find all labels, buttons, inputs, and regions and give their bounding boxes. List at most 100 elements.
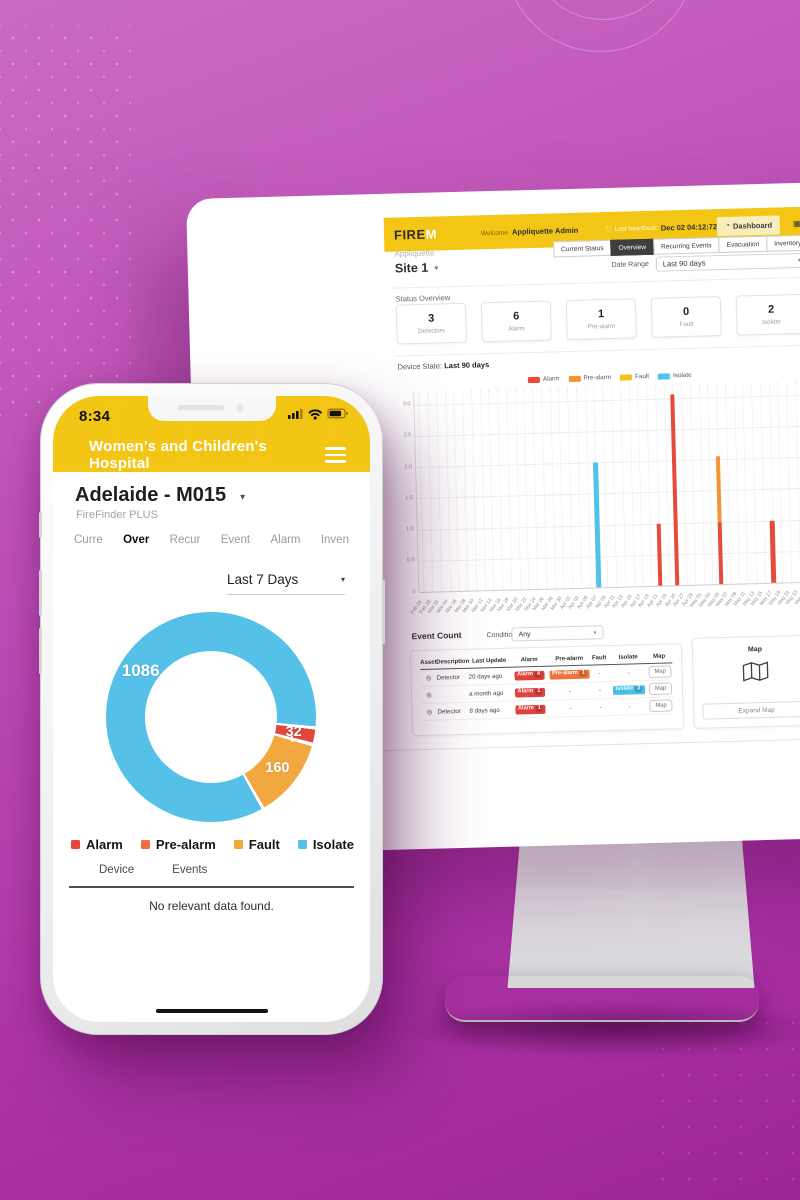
donut-legend: Alarm Pre-alarm Fault Isolate (71, 837, 354, 852)
map-button[interactable]: Map (648, 682, 673, 696)
badge-label: Pre-alarm (552, 670, 578, 678)
tab-over[interactable]: Over (123, 534, 150, 546)
gridline (681, 385, 688, 586)
gridline (541, 388, 548, 589)
date-range-select[interactable]: Last 7 Days ▾ (227, 572, 345, 595)
gridline (453, 391, 460, 591)
device-state-title: Device State: Last 90 days (397, 360, 489, 371)
subtab-evacuation[interactable]: Evacuation (718, 235, 768, 254)
cell-fault: - (598, 686, 602, 694)
column-header-description: Description (436, 658, 470, 666)
y-tick-label: 1.0 (405, 526, 414, 533)
legend-swatch (297, 840, 307, 849)
gridline (471, 390, 478, 591)
volume-down-button (38, 628, 42, 674)
site-selector[interactable]: Site 1 ▾ (395, 260, 439, 276)
stat-value: 1 (597, 308, 605, 321)
legend-item-isolate: Isolate (657, 372, 692, 380)
site-model: FireFinder PLUS (76, 509, 158, 521)
bar-alarm (670, 394, 680, 586)
badge-label: Alarm (517, 688, 534, 695)
legend-item-alarm: Alarm (527, 375, 560, 383)
tab-alarm[interactable]: Alarm (270, 534, 301, 546)
column-header-last-update: Last Update (471, 657, 507, 665)
legend-item-alarm: Alarm (71, 837, 123, 852)
device-state-label: Device State: (397, 361, 443, 372)
date-range-label: Date Range (611, 260, 649, 269)
event-count-table: Asset Description Last Update Alarm Pre-alar… (409, 643, 685, 737)
subtab-recurring-events[interactable]: Recurring Events (652, 237, 720, 255)
cell-map: Map (649, 699, 673, 713)
subtab-current-status[interactable]: Current Status (552, 239, 612, 258)
app-logo: FIREM (394, 226, 437, 242)
bottom-tabs: Device Events (99, 864, 207, 876)
power-button (381, 580, 385, 644)
phone-notch (147, 396, 276, 421)
column-header-alarm: Alarm (520, 656, 538, 663)
map-panel: Map Expand Map (691, 634, 800, 729)
empty-message: No relevant data found. (149, 899, 274, 913)
condition-select[interactable]: Any ▾ (511, 625, 604, 642)
asset-icon: ◎ (426, 691, 432, 699)
gridline (689, 384, 697, 585)
subtab-overview[interactable]: Overview (610, 238, 655, 256)
date-range-value: Last 90 days (662, 258, 706, 269)
nav-item-dashboard[interactable]: ◔ Dashboard (716, 214, 781, 236)
cell-description: Detector (437, 707, 461, 716)
stat-cards: 3 Detectors 6 Alarm 1 Pre-alarm 0 Fault 2 Isolate (395, 293, 800, 345)
bar-alarm (656, 523, 663, 586)
y-tick-label: 0 (412, 588, 416, 595)
cell-last-update: 8 days ago (469, 706, 500, 715)
bar-alarm (770, 520, 777, 583)
column-header-isolate: Isolate (618, 653, 638, 661)
home-indicator[interactable] (155, 1008, 268, 1013)
stat-value: 3 (427, 312, 435, 325)
badge-count: 1 (535, 705, 544, 713)
tab-device[interactable]: Device (99, 864, 135, 876)
donut-value-pre-alarm: 1 (289, 734, 295, 744)
y-tick-label: 1.5 (405, 494, 413, 502)
map-button[interactable]: Map (649, 699, 673, 713)
hamburger-menu-icon[interactable] (325, 447, 346, 463)
cell-pre-alarm: - (569, 704, 572, 712)
y-tick-label: 2.0 (404, 463, 413, 470)
stat-label: Isolate (762, 318, 781, 326)
mute-switch (38, 512, 42, 538)
phone-tabs: Curre Over Recur Event Alarm Inven (74, 534, 349, 546)
column-header-fault: Fault (591, 654, 607, 662)
bar-pre-alarm (715, 455, 722, 522)
app-title-row: Women's and Children's Hospital (89, 438, 346, 472)
cell-description (437, 694, 469, 695)
welcome-block: Welcome Appliquette Admin (481, 225, 579, 237)
stat-label: Pre-alarm (587, 322, 616, 331)
gridline (759, 383, 767, 583)
tab-event[interactable]: Event (220, 534, 251, 546)
gridline (777, 382, 784, 583)
badge-count: 1 (579, 670, 588, 677)
date-range-select[interactable]: Last 90 days ▾ (655, 252, 800, 272)
tab-events[interactable]: Events (172, 864, 208, 876)
stat-card-fault: 0 Fault (650, 296, 722, 338)
expand-map-button[interactable]: Expand Map (702, 700, 800, 720)
cell-fault: - (599, 703, 602, 711)
tab-curre[interactable]: Curre (74, 534, 103, 546)
site-selector[interactable]: Adelaide - M015 ▾ (75, 484, 245, 507)
site-name: Adelaide - M015 (75, 484, 227, 506)
date-range-row: Date Range Last 90 days ▾ (611, 252, 800, 273)
map-button[interactable]: Map (648, 665, 672, 679)
stat-value: 0 (682, 305, 690, 319)
device-state-range: Last 90 days (444, 360, 490, 371)
tab-recur[interactable]: Recur (169, 534, 201, 546)
arc-decoration-2 (528, 0, 678, 20)
tab-inven[interactable]: Inven (320, 534, 349, 546)
legend-item-pre-alarm: Pre-alarm (568, 374, 611, 382)
gridline (567, 388, 574, 589)
map-panel-title: Map (747, 646, 763, 654)
stat-card-isolate: 2 Isolate (735, 293, 800, 336)
nav-item-events[interactable]: ▦Events (785, 213, 800, 233)
gridline (637, 386, 644, 587)
stat-card-alarm: 6 Alarm (480, 300, 552, 343)
subtab-inventory[interactable]: Inventory (766, 234, 800, 252)
column-header-map: Map (653, 653, 666, 660)
divider (392, 274, 800, 289)
